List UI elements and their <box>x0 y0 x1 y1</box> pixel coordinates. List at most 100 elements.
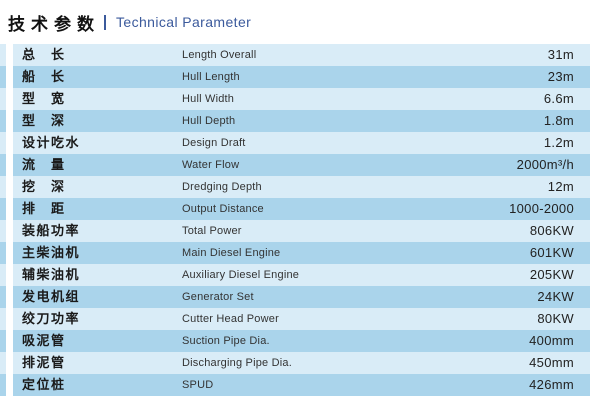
row-body: 主柴油机 Main Diesel Engine 601KW <box>13 242 590 264</box>
page-header: 技术参数 Technical Parameter <box>0 0 600 36</box>
table-row: 主柴油机 Main Diesel Engine 601KW <box>0 242 600 264</box>
param-value: 1.8m <box>543 113 574 128</box>
param-name-en: Hull Width <box>182 93 235 105</box>
row-body: 设计吃水 Design Draft 1.2m <box>13 132 590 154</box>
param-name-cn: 总 长 <box>22 47 66 62</box>
row-left-gap <box>6 308 13 330</box>
table-row: 排 距 Output Distance 1000-2000 <box>0 198 600 220</box>
row-body: 挖 深 Dredging Depth 12m <box>13 176 590 198</box>
param-name-cn: 排 距 <box>22 201 66 216</box>
table-row: 绞刀功率 Cutter Head Power 80KW <box>0 308 600 330</box>
title-separator-bar <box>104 14 106 30</box>
param-value: 1000-2000 <box>509 201 574 216</box>
row-left-gap <box>6 132 13 154</box>
param-name-en: Dredging Depth <box>182 181 262 193</box>
table-row: 型 宽 Hull Width 6.6m <box>0 88 600 110</box>
row-body: 绞刀功率 Cutter Head Power 80KW <box>13 308 590 330</box>
param-name-cn: 船 长 <box>22 69 66 84</box>
param-value: 2000m³/h <box>516 157 574 172</box>
param-name-cn: 型 宽 <box>22 91 66 106</box>
table-row: 流 量 Water Flow 2000m³/h <box>0 154 600 176</box>
param-name-cn: 排泥管 <box>22 355 66 370</box>
param-name-en: Hull Depth <box>182 115 236 127</box>
row-edge-strip <box>0 220 6 242</box>
row-left-gap <box>6 242 13 264</box>
param-name-cn: 型 深 <box>22 113 66 128</box>
table-row: 船 长 Hull Length 23m <box>0 66 600 88</box>
param-value: 601KW <box>529 245 574 260</box>
param-name-cn: 流 量 <box>22 157 66 172</box>
row-left-gap <box>6 110 13 132</box>
row-body: 型 宽 Hull Width 6.6m <box>13 88 590 110</box>
param-name-cn: 装船功率 <box>22 223 81 238</box>
param-name-cn: 辅柴油机 <box>22 267 81 282</box>
row-edge-strip <box>0 264 6 286</box>
page-title-en: Technical Parameter <box>116 14 252 30</box>
row-body: 流 量 Water Flow 2000m³/h <box>13 154 590 176</box>
param-value: 1.2m <box>543 135 574 150</box>
row-left-gap <box>6 264 13 286</box>
param-value: 205KW <box>529 267 574 282</box>
param-value: 23m <box>547 69 574 84</box>
row-body: 发电机组 Generator Set 24KW <box>13 286 590 308</box>
row-left-gap <box>6 374 13 396</box>
row-body: 排泥管 Discharging Pipe Dia. 450mm <box>13 352 590 374</box>
param-name-en: Main Diesel Engine <box>182 247 281 259</box>
param-value: 806KW <box>529 223 574 238</box>
param-name-en: Suction Pipe Dia. <box>182 335 270 347</box>
row-edge-strip <box>0 66 6 88</box>
param-name-en: Discharging Pipe Dia. <box>182 357 292 369</box>
row-body: 吸泥管 Suction Pipe Dia. 400mm <box>13 330 590 352</box>
row-body: 排 距 Output Distance 1000-2000 <box>13 198 590 220</box>
row-left-gap <box>6 154 13 176</box>
row-edge-strip <box>0 308 6 330</box>
param-name-cn: 主柴油机 <box>22 245 81 260</box>
row-edge-strip <box>0 132 6 154</box>
table-row: 装船功率 Total Power 806KW <box>0 220 600 242</box>
param-name-en: SPUD <box>182 379 214 391</box>
param-value: 400mm <box>529 333 574 348</box>
row-body: 总 长 Length Overall 31m <box>13 44 590 66</box>
param-name-en: Generator Set <box>182 291 254 303</box>
row-left-gap <box>6 220 13 242</box>
param-name-en: Total Power <box>182 225 242 237</box>
param-value: 450mm <box>529 355 574 370</box>
row-left-gap <box>6 198 13 220</box>
row-edge-strip <box>0 286 6 308</box>
param-name-cn: 设计吃水 <box>22 135 81 150</box>
row-edge-strip <box>0 198 6 220</box>
row-left-gap <box>6 286 13 308</box>
row-body: 型 深 Hull Depth 1.8m <box>13 110 590 132</box>
param-name-cn: 挖 深 <box>22 179 66 194</box>
table-row: 型 深 Hull Depth 1.8m <box>0 110 600 132</box>
param-value: 426mm <box>529 377 574 392</box>
param-name-en: Design Draft <box>182 137 246 149</box>
table-row: 吸泥管 Suction Pipe Dia. 400mm <box>0 330 600 352</box>
table-row: 辅柴油机 Auxiliary Diesel Engine 205KW <box>0 264 600 286</box>
param-name-en: Hull Length <box>182 71 240 83</box>
param-name-cn: 发电机组 <box>22 289 81 304</box>
row-edge-strip <box>0 242 6 264</box>
param-name-en: Auxiliary Diesel Engine <box>182 269 300 281</box>
row-edge-strip <box>0 44 6 66</box>
row-left-gap <box>6 66 13 88</box>
row-body: 定位桩 SPUD 426mm <box>13 374 590 396</box>
row-edge-strip <box>0 154 6 176</box>
param-name-cn: 定位桩 <box>22 377 66 392</box>
row-edge-strip <box>0 352 6 374</box>
row-left-gap <box>6 88 13 110</box>
param-name-cn: 绞刀功率 <box>22 311 81 326</box>
row-left-gap <box>6 176 13 198</box>
row-left-gap <box>6 352 13 374</box>
param-name-en: Cutter Head Power <box>182 313 279 325</box>
param-name-cn: 吸泥管 <box>22 333 66 348</box>
param-value: 31m <box>547 47 574 62</box>
row-left-gap <box>6 44 13 66</box>
param-value: 24KW <box>537 289 574 304</box>
table-row: 发电机组 Generator Set 24KW <box>0 286 600 308</box>
table-row: 排泥管 Discharging Pipe Dia. 450mm <box>0 352 600 374</box>
row-edge-strip <box>0 110 6 132</box>
page-title-cn: 技术参数 <box>8 14 100 34</box>
table-row: 设计吃水 Design Draft 1.2m <box>0 132 600 154</box>
